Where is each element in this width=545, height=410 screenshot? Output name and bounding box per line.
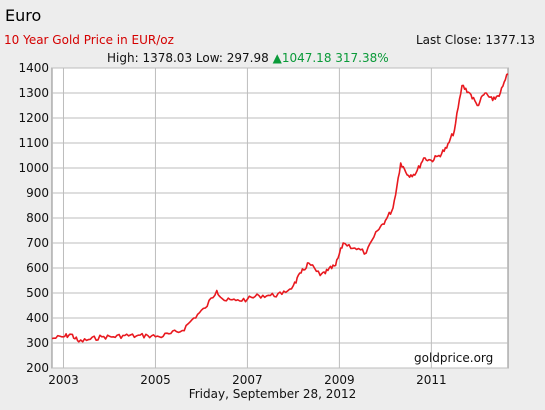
x-tick-label: 2011 <box>416 373 447 387</box>
stats-line: High: 1378.03 Low: 297.98 ▲1047.18 317.3… <box>107 51 389 65</box>
high-label: High: <box>107 51 139 65</box>
x-tick-label: 2009 <box>324 373 355 387</box>
y-tick-label: 1400 <box>18 61 49 75</box>
x-tick-label: 2003 <box>48 373 79 387</box>
y-tick-label: 300 <box>26 336 49 350</box>
grid <box>52 67 508 369</box>
y-tick-label: 700 <box>26 236 49 250</box>
x-tick-label: 2005 <box>140 373 171 387</box>
y-tick-label: 1000 <box>18 161 49 175</box>
y-tick-label: 400 <box>26 311 49 325</box>
chart-heading: Euro <box>5 6 42 25</box>
last-close-label: Last Close: <box>416 33 482 47</box>
y-tick-label: 1200 <box>18 111 49 125</box>
low-value: 297.98 <box>226 51 269 65</box>
y-tick-label: 1300 <box>18 86 49 100</box>
change-value: 1047.18 <box>281 51 332 65</box>
change-percent: 317.38% <box>335 51 389 65</box>
chart-subtitle: 10 Year Gold Price in EUR/oz <box>4 33 174 47</box>
x-tick-label: 2007 <box>232 373 263 387</box>
y-tick-label: 800 <box>26 211 49 225</box>
y-tick-label: 900 <box>26 186 49 200</box>
high-value: 1378.03 <box>142 51 193 65</box>
y-tick-label: 500 <box>26 286 49 300</box>
y-tick-label: 1100 <box>18 136 49 150</box>
last-close-value: 1377.13 <box>485 33 535 47</box>
x-axis-ticks: 2003 2005 2007 2009 2011 <box>48 373 446 387</box>
up-triangle-icon: ▲ <box>272 51 282 65</box>
change-readout: ▲1047.18 317.38% <box>273 51 389 65</box>
y-tick-label: 600 <box>26 261 49 275</box>
last-close-readout: Last Close: 1377.13 <box>416 33 535 47</box>
chart-date: Friday, September 28, 2012 <box>188 387 357 401</box>
y-axis-ticks: 1400 1300 1200 1100 1000 900 800 700 600 500 400 30… <box>18 61 49 375</box>
gold-price-line <box>51 73 509 343</box>
source-watermark: goldprice.org <box>414 351 494 365</box>
low-label: Low: <box>195 51 223 65</box>
y-tick-label: 200 <box>26 361 49 375</box>
